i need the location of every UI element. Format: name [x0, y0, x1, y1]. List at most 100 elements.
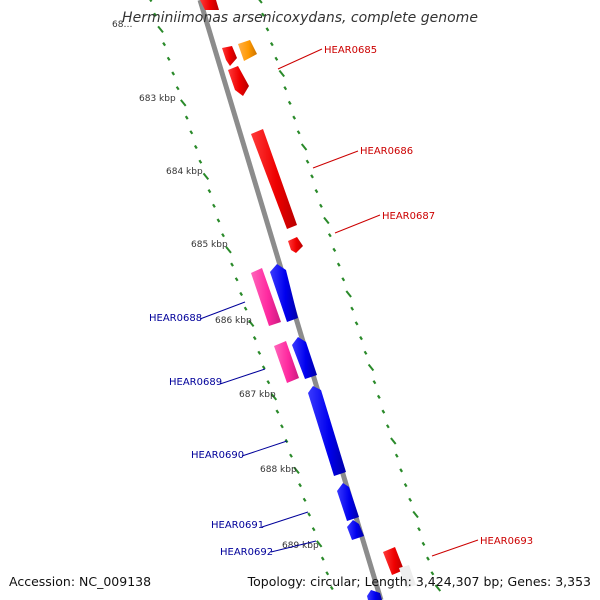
minor-tick	[359, 336, 363, 341]
map-title: Herminiimonas arsenicoxydans, complete g…	[122, 10, 478, 26]
forward-genes	[200, 0, 416, 588]
gene-label-hear0692[interactable]: HEAR0692	[220, 547, 273, 558]
tick-label: 688 kbp	[260, 465, 297, 475]
minor-tick	[305, 159, 310, 164]
gene-feature[interactable]	[292, 337, 317, 379]
minor-tick	[327, 233, 332, 238]
minor-tick	[417, 527, 421, 532]
reverse-genes	[251, 264, 382, 600]
minor-tick	[332, 247, 337, 253]
gene-feature[interactable]	[383, 547, 404, 575]
major-tick	[157, 25, 164, 34]
tick-labels: 68… 683 kbp 684 kbp 685 kbp 686 kbp 687 …	[112, 20, 319, 551]
minor-tick	[399, 468, 404, 473]
major-tick	[367, 363, 375, 372]
minor-tick	[311, 527, 316, 532]
gene-feature[interactable]	[238, 40, 257, 61]
major-tick	[300, 143, 308, 151]
gene-feature[interactable]	[347, 520, 364, 540]
gene-feature[interactable]	[367, 590, 382, 600]
minor-tick	[430, 571, 435, 576]
minor-tick	[274, 56, 279, 61]
gene-label-hear0685[interactable]: HEAR0685	[324, 45, 377, 56]
major-tick	[345, 290, 352, 298]
minor-tick	[207, 189, 212, 194]
gene-label-hear0690[interactable]: HEAR0690	[191, 450, 244, 461]
minor-tick	[198, 159, 203, 164]
minor-tick	[292, 115, 297, 120]
gene-feature[interactable]	[308, 386, 346, 476]
major-tick	[225, 246, 232, 254]
minor-tick	[265, 27, 270, 32]
minor-tick	[296, 130, 301, 135]
minor-tick	[336, 262, 341, 267]
minor-tick	[314, 189, 319, 194]
gene-label-hear0688[interactable]: HEAR0688	[149, 313, 202, 324]
minor-tick	[310, 174, 314, 179]
tick-label: 687 kbp	[239, 390, 276, 400]
gene-feature[interactable]	[222, 46, 237, 66]
gene-feature[interactable]	[200, 0, 219, 10]
minor-tick	[266, 380, 271, 385]
minor-tick	[403, 483, 408, 488]
minor-tick	[385, 424, 390, 429]
minor-tick	[289, 453, 293, 458]
minor-tick	[149, 0, 153, 3]
tick-label: 689 kbp	[282, 541, 319, 551]
minor-tick	[269, 42, 274, 47]
gene-feature[interactable]	[251, 129, 297, 229]
tick-label: 685 kbp	[191, 240, 228, 250]
minor-tick	[230, 262, 234, 267]
minor-tick	[325, 571, 330, 576]
minor-tick	[243, 306, 248, 311]
gene-feature[interactable]	[228, 66, 249, 96]
minor-tick	[257, 350, 262, 355]
minor-tick	[171, 71, 176, 76]
minor-tick	[408, 497, 413, 502]
major-tick	[180, 99, 187, 107]
minor-tick	[162, 41, 167, 47]
tick-label: 68…	[112, 20, 132, 30]
gene-feature[interactable]	[270, 264, 298, 322]
minor-tick	[153, 12, 157, 17]
accession-text: Accession: NC_009138	[9, 574, 152, 589]
minor-tick	[216, 218, 221, 223]
minor-tick	[372, 380, 377, 385]
major-tick	[278, 69, 285, 78]
minor-tick	[175, 86, 180, 91]
minor-tick	[298, 483, 302, 488]
minor-tick	[252, 336, 257, 341]
tick-label: 683 kbp	[139, 94, 176, 104]
minor-tick	[381, 409, 386, 414]
gene-feature[interactable]	[288, 237, 303, 253]
minor-tick	[261, 365, 266, 370]
minor-tick	[212, 203, 216, 208]
gene-feature[interactable]	[251, 268, 281, 326]
minor-tick	[193, 144, 198, 150]
major-tick	[248, 319, 255, 328]
minor-tick	[287, 100, 292, 105]
minor-tick	[307, 512, 312, 517]
minor-tick	[421, 541, 426, 546]
minor-tick	[426, 556, 430, 561]
minor-tick	[354, 321, 359, 326]
minor-tick	[394, 453, 399, 458]
major-tick	[270, 393, 278, 401]
gene-label-hear0687[interactable]: HEAR0687	[382, 211, 435, 222]
gene-label-hear0689[interactable]: HEAR0689	[169, 377, 222, 388]
gene-feature	[399, 565, 416, 588]
topology-text: Topology: circular; Length: 3,424,307 bp…	[247, 574, 591, 589]
major-tick	[323, 216, 330, 225]
major-tick	[293, 466, 300, 475]
gene-feature[interactable]	[274, 341, 299, 383]
major-tick	[258, 0, 263, 4]
minor-tick	[166, 56, 171, 61]
minor-tick	[363, 350, 368, 355]
gene-feature[interactable]	[337, 483, 359, 521]
gene-label-hear0691[interactable]: HEAR0691	[211, 520, 264, 531]
gene-label-hear0693[interactable]: HEAR0693	[480, 536, 533, 547]
gene-label-hear0686[interactable]: HEAR0686	[360, 146, 413, 157]
tick-label: 686 kbp	[215, 316, 252, 326]
minor-tick	[320, 556, 325, 561]
minor-tick	[341, 277, 346, 282]
